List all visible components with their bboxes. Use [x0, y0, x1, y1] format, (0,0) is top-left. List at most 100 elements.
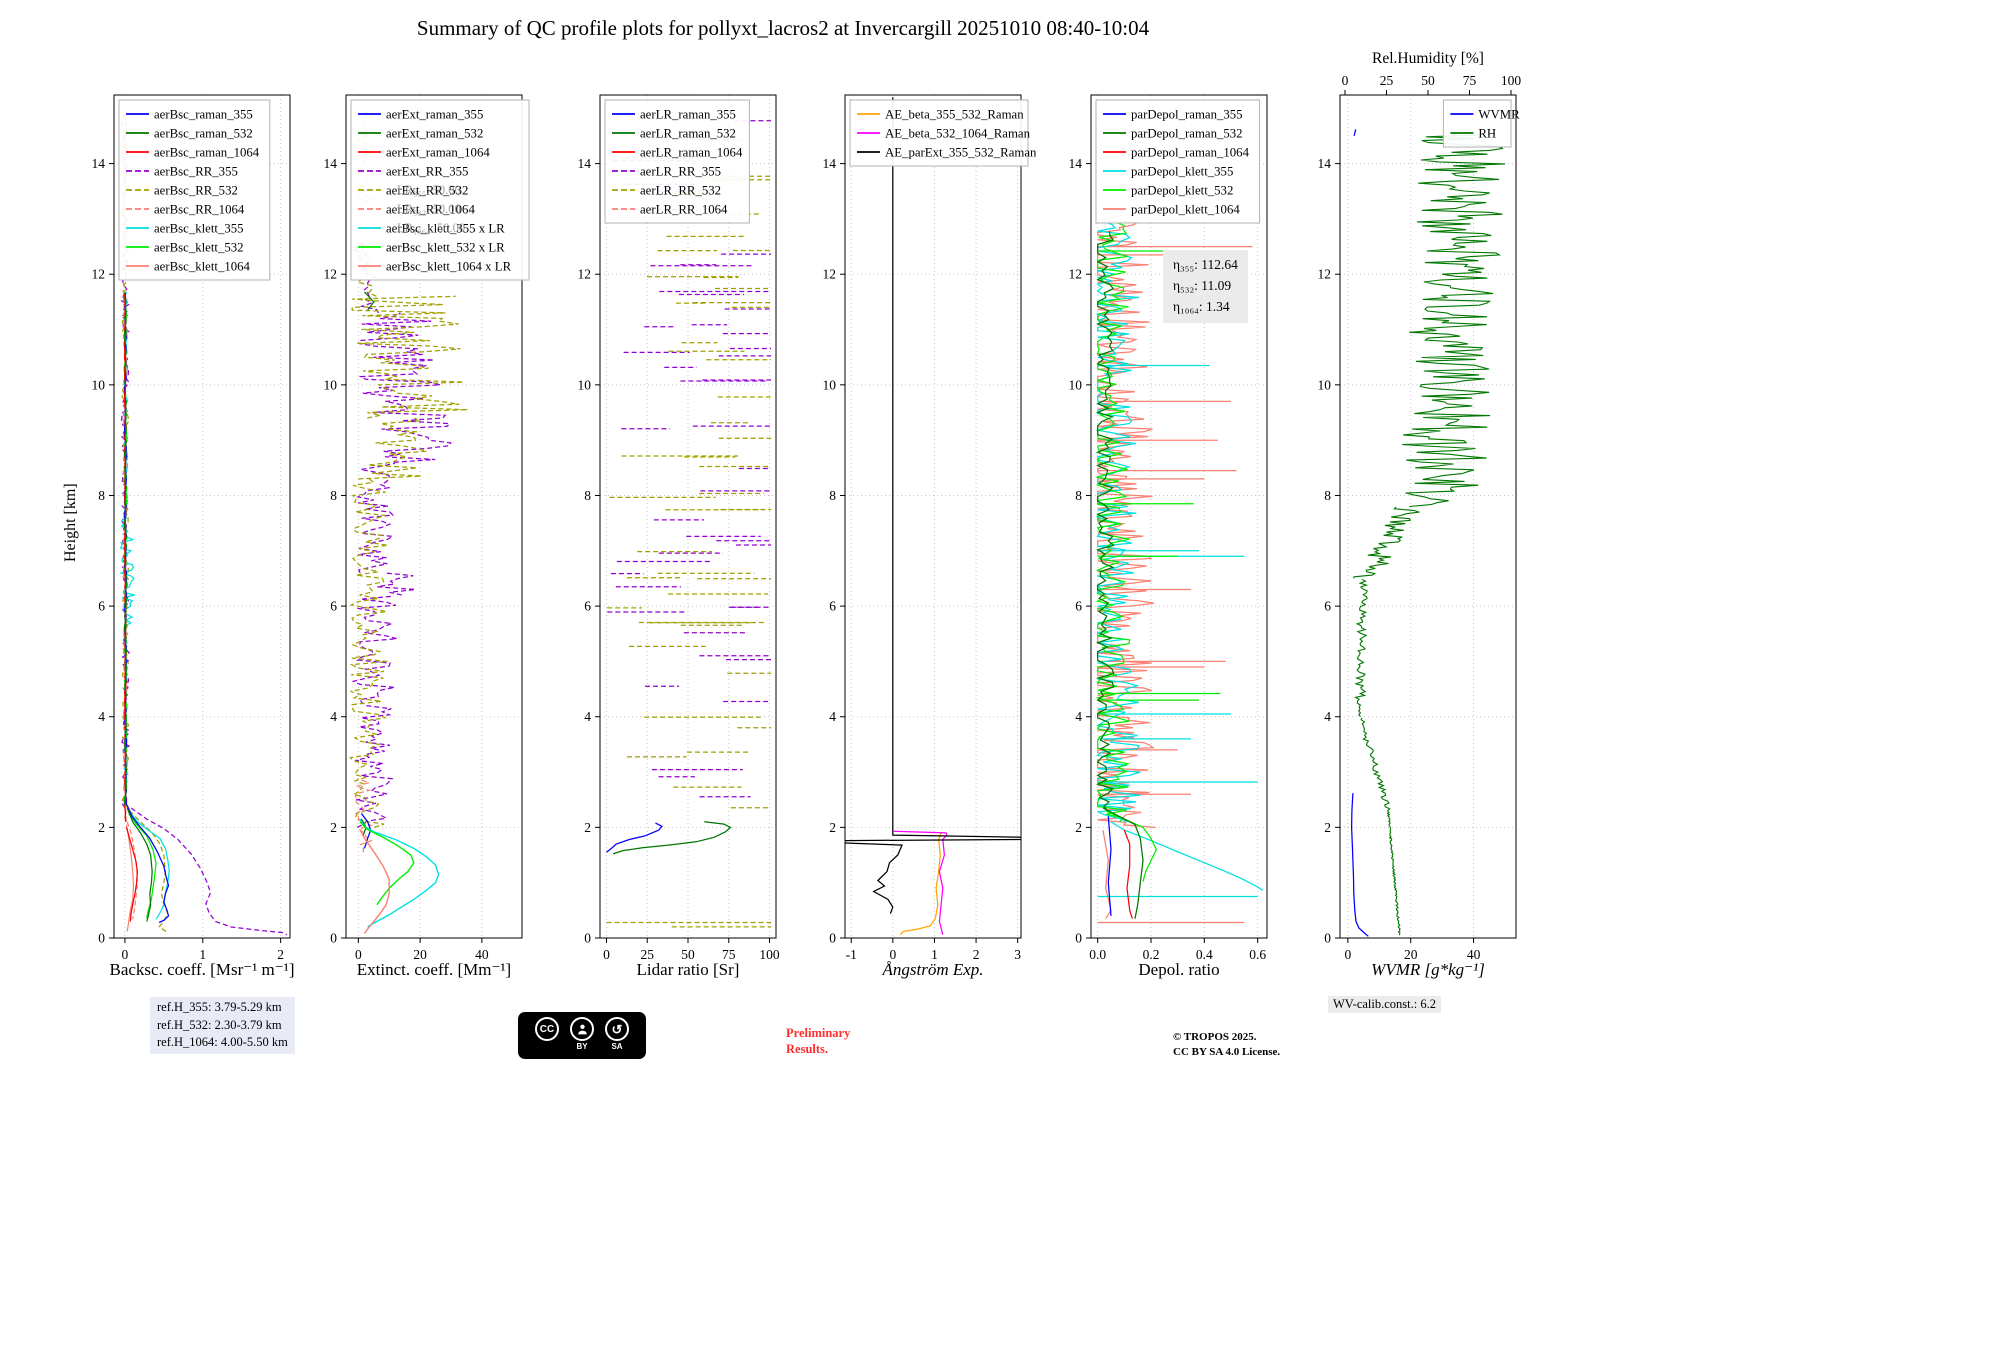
svg-text:12: 12	[324, 267, 338, 282]
svg-text:14: 14	[92, 156, 106, 171]
svg-text:AE_beta_532_1064_Raman: AE_beta_532_1064_Raman	[885, 126, 1031, 140]
svg-text:aerLR_RR_1064: aerLR_RR_1064	[640, 202, 728, 216]
svg-text:25: 25	[1380, 73, 1394, 88]
cc-sa-label: SA	[611, 1042, 623, 1051]
svg-text:aerExt_raman_355: aerExt_raman_355	[386, 107, 483, 121]
svg-text:aerLR_RR_355: aerLR_RR_355	[640, 164, 721, 178]
svg-text:0: 0	[355, 947, 362, 962]
svg-text:10: 10	[1069, 377, 1083, 392]
svg-text:0: 0	[829, 931, 836, 946]
svg-text:aerBsc_klett_1064: aerBsc_klett_1064	[154, 259, 251, 273]
svg-text:0: 0	[1342, 73, 1349, 88]
cc-icon: CC	[535, 1017, 559, 1041]
svg-text:aerExt_raman_532: aerExt_raman_532	[386, 126, 483, 140]
svg-text:12: 12	[578, 267, 592, 282]
svg-text:RH: RH	[1478, 126, 1496, 140]
svg-text:aerBsc_klett_532: aerBsc_klett_532	[154, 240, 244, 254]
x-label-wvmr: WVMR [g*kg⁻¹]	[1371, 960, 1485, 979]
eta-annotation-box: η₃₅₅: 112.64 η₅₃₂: 11.09 η₁₀₆₄: 1.34	[1163, 250, 1248, 323]
svg-text:-1: -1	[846, 947, 857, 962]
svg-text:aerBsc_klett_355 x LR: aerBsc_klett_355 x LR	[386, 221, 505, 235]
svg-text:0: 0	[1075, 931, 1082, 946]
ref-height-532: ref.H_532: 2.30-3.79 km	[157, 1017, 282, 1032]
svg-text:3: 3	[1014, 947, 1021, 962]
svg-text:aerLR_RR_532: aerLR_RR_532	[640, 183, 721, 197]
svg-text:10: 10	[324, 377, 338, 392]
svg-text:aerBsc_klett_532 x LR: aerBsc_klett_532 x LR	[386, 240, 505, 254]
ref-height-355: ref.H_355: 3.79-5.29 km	[157, 1000, 282, 1014]
x-label-lidar-ratio: Lidar ratio [Sr]	[636, 960, 740, 979]
figure-title: Summary of QC profile plots for pollyxt_…	[416, 16, 1150, 40]
svg-text:aerLR_raman_532: aerLR_raman_532	[640, 126, 736, 140]
svg-text:1: 1	[199, 947, 206, 962]
svg-text:8: 8	[330, 488, 337, 503]
svg-text:20: 20	[1404, 947, 1418, 962]
svg-text:6: 6	[330, 599, 337, 614]
svg-text:aerBsc_klett_1064 x LR: aerBsc_klett_1064 x LR	[386, 259, 512, 273]
svg-text:4: 4	[584, 709, 591, 724]
svg-text:parDepol_klett_1064: parDepol_klett_1064	[1131, 202, 1240, 216]
svg-text:40: 40	[1467, 947, 1481, 962]
svg-text:4: 4	[330, 709, 337, 724]
svg-text:12: 12	[823, 267, 837, 282]
cc-sa-arrow-icon: ↺	[605, 1017, 629, 1041]
svg-text:6: 6	[1324, 599, 1331, 614]
preliminary-results-note: Preliminary Results.	[786, 1026, 851, 1056]
svg-text:0: 0	[1324, 931, 1331, 946]
svg-text:40: 40	[475, 947, 489, 962]
svg-text:parDepol_raman_532: parDepol_raman_532	[1131, 126, 1243, 140]
svg-text:10: 10	[92, 377, 106, 392]
svg-text:aerLR_raman_1064: aerLR_raman_1064	[640, 145, 743, 159]
svg-text:8: 8	[1324, 488, 1331, 503]
svg-text:2: 2	[973, 947, 980, 962]
svg-text:20: 20	[413, 947, 427, 962]
svg-text:8: 8	[829, 488, 836, 503]
copyright-line-2: CC BY SA 4.0 License.	[1173, 1046, 1281, 1059]
svg-text:aerExt_RR_1064: aerExt_RR_1064	[386, 202, 475, 216]
cc-logo: CC	[535, 1017, 559, 1041]
svg-text:14: 14	[823, 156, 837, 171]
svg-text:8: 8	[98, 488, 105, 503]
cc-sa: ↺ SA	[605, 1017, 629, 1051]
svg-text:aerBsc_raman_355: aerBsc_raman_355	[154, 107, 253, 121]
wv-calibration-note: WV-calib.const.: 6.2	[1328, 996, 1441, 1013]
eta-355: η₃₅₅: 112.64	[1173, 257, 1238, 272]
svg-text:50: 50	[1421, 73, 1435, 88]
svg-text:aerExt_raman_1064: aerExt_raman_1064	[386, 145, 490, 159]
svg-text:75: 75	[1463, 73, 1477, 88]
cc-by-person-icon	[570, 1017, 594, 1041]
svg-text:parDepol_raman_1064: parDepol_raman_1064	[1131, 145, 1250, 159]
svg-text:0.4: 0.4	[1196, 947, 1213, 962]
svg-text:100: 100	[759, 947, 780, 962]
svg-text:6: 6	[829, 599, 836, 614]
svg-text:14: 14	[1318, 156, 1332, 171]
x-label-extinction: Extinct. coeff. [Mm⁻¹]	[356, 960, 512, 979]
svg-text:aerExt_RR_532: aerExt_RR_532	[386, 183, 468, 197]
eta-1064: η₁₀₆₄: 1.34	[1173, 298, 1230, 314]
copyright-line-1: © TROPOS 2025.	[1173, 1031, 1257, 1043]
svg-text:12: 12	[1318, 267, 1332, 282]
svg-text:0: 0	[330, 931, 337, 946]
svg-text:0.6: 0.6	[1249, 947, 1266, 962]
svg-text:0: 0	[584, 931, 591, 946]
svg-text:2: 2	[330, 820, 337, 835]
svg-text:1: 1	[931, 947, 938, 962]
svg-text:0: 0	[1344, 947, 1351, 962]
svg-text:0: 0	[98, 931, 105, 946]
svg-text:aerBsc_klett_355: aerBsc_klett_355	[154, 221, 244, 235]
svg-text:parDepol_klett_355: parDepol_klett_355	[1131, 164, 1233, 178]
svg-text:4: 4	[1324, 709, 1331, 724]
svg-text:8: 8	[584, 488, 591, 503]
svg-text:12: 12	[92, 267, 106, 282]
svg-text:50: 50	[681, 947, 695, 962]
svg-text:parDepol_klett_532: parDepol_klett_532	[1131, 183, 1233, 197]
svg-text:14: 14	[578, 156, 592, 171]
svg-text:aerLR_raman_355: aerLR_raman_355	[640, 107, 736, 121]
svg-text:AE_beta_355_532_Raman: AE_beta_355_532_Raman	[885, 107, 1024, 121]
svg-text:14: 14	[324, 156, 338, 171]
svg-text:0: 0	[122, 947, 129, 962]
svg-text:0: 0	[603, 947, 610, 962]
svg-text:2: 2	[584, 820, 591, 835]
